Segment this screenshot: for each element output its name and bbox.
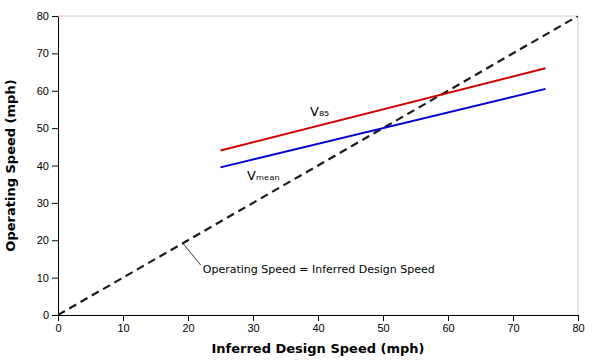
axis-line: [59, 316, 579, 322]
tick-label: 10: [117, 322, 129, 334]
tick-label: 40: [37, 160, 49, 172]
tick-label: 60: [442, 322, 454, 334]
series-line: [221, 68, 546, 150]
tick-mark: [52, 53, 58, 54]
x-axis-title: Inferred Design Speed (mph): [211, 341, 424, 356]
annotations: Operating Speed = Inferred Design Speed V…: [183, 104, 435, 276]
x-axis: 0 10 20 30 40 50 60 70 80: [55, 315, 584, 334]
y-axis-title: Operating Speed (mph): [3, 79, 18, 251]
plot: 0 10 20 30 40 50 60 70 80 0 10 20 30 40 50 60 70 80 Operat…: [37, 10, 585, 334]
tick: 50: [37, 122, 58, 134]
tick: 0: [55, 315, 61, 334]
tick-label: 60: [37, 85, 49, 97]
tick-mark: [513, 315, 514, 321]
tick: 30: [37, 197, 58, 209]
tick: 80: [572, 315, 584, 334]
tick: 0: [43, 309, 58, 321]
tick-label: 0: [55, 322, 61, 334]
axis-line: [52, 17, 59, 316]
tick-mark: [253, 315, 254, 321]
series-line: [58, 16, 578, 315]
tick-mark: [52, 91, 58, 92]
tick-label: 40: [312, 322, 324, 334]
tick-mark: [52, 166, 58, 167]
tick-mark: [578, 315, 579, 321]
annotation: Operating Speed = Inferred Design Speed: [203, 263, 435, 276]
tick-mark: [52, 203, 58, 204]
tick-label: 0: [43, 309, 49, 321]
tick-label: 20: [182, 322, 194, 334]
tick: 40: [312, 315, 324, 334]
tick-label: 50: [377, 322, 389, 334]
tick-mark: [52, 315, 58, 316]
tick-mark: [318, 315, 319, 321]
tick-mark: [52, 240, 58, 241]
lines: [58, 16, 578, 315]
tick-mark: [52, 278, 58, 279]
tick-mark: [123, 315, 124, 321]
tick: 40: [37, 160, 58, 172]
tick-label: 50: [37, 122, 49, 134]
tick-mark: [52, 128, 58, 129]
frame: [578, 16, 579, 315]
annotation: V₈₅: [310, 104, 329, 119]
tick-mark: [188, 315, 189, 321]
tick-label: 10: [37, 272, 49, 284]
tick-label: 30: [247, 322, 259, 334]
tick-mark: [448, 315, 449, 321]
tick-label: 30: [37, 197, 49, 209]
tick-label: 70: [507, 322, 519, 334]
chart: 0 10 20 30 40 50 60 70 80 0 10 20 30 40 50 60 70 80 Operat…: [0, 0, 600, 361]
annotation-arrow: [183, 243, 201, 265]
tick: 30: [247, 315, 259, 334]
tick-label: 20: [37, 234, 49, 246]
frame: [58, 16, 578, 17]
annotation: Vₘₑₐₙ: [247, 168, 280, 183]
y-axis: 0 10 20 30 40 50 60 70 80: [37, 10, 59, 321]
tick-label: 80: [572, 322, 584, 334]
tick-label: 70: [37, 47, 49, 59]
tick: 80: [37, 10, 58, 22]
tick: 20: [182, 315, 194, 334]
tick: 20: [37, 234, 58, 246]
tick-mark: [52, 16, 58, 17]
tick: 70: [37, 47, 58, 59]
tick: 10: [37, 272, 58, 284]
tick-mark: [383, 315, 384, 321]
series-line: [221, 89, 546, 167]
tick: 50: [377, 315, 389, 334]
tick: 60: [37, 85, 58, 97]
tick: 70: [507, 315, 519, 334]
tick-label: 80: [37, 10, 49, 22]
tick: 60: [442, 315, 454, 334]
tick: 10: [117, 315, 129, 334]
